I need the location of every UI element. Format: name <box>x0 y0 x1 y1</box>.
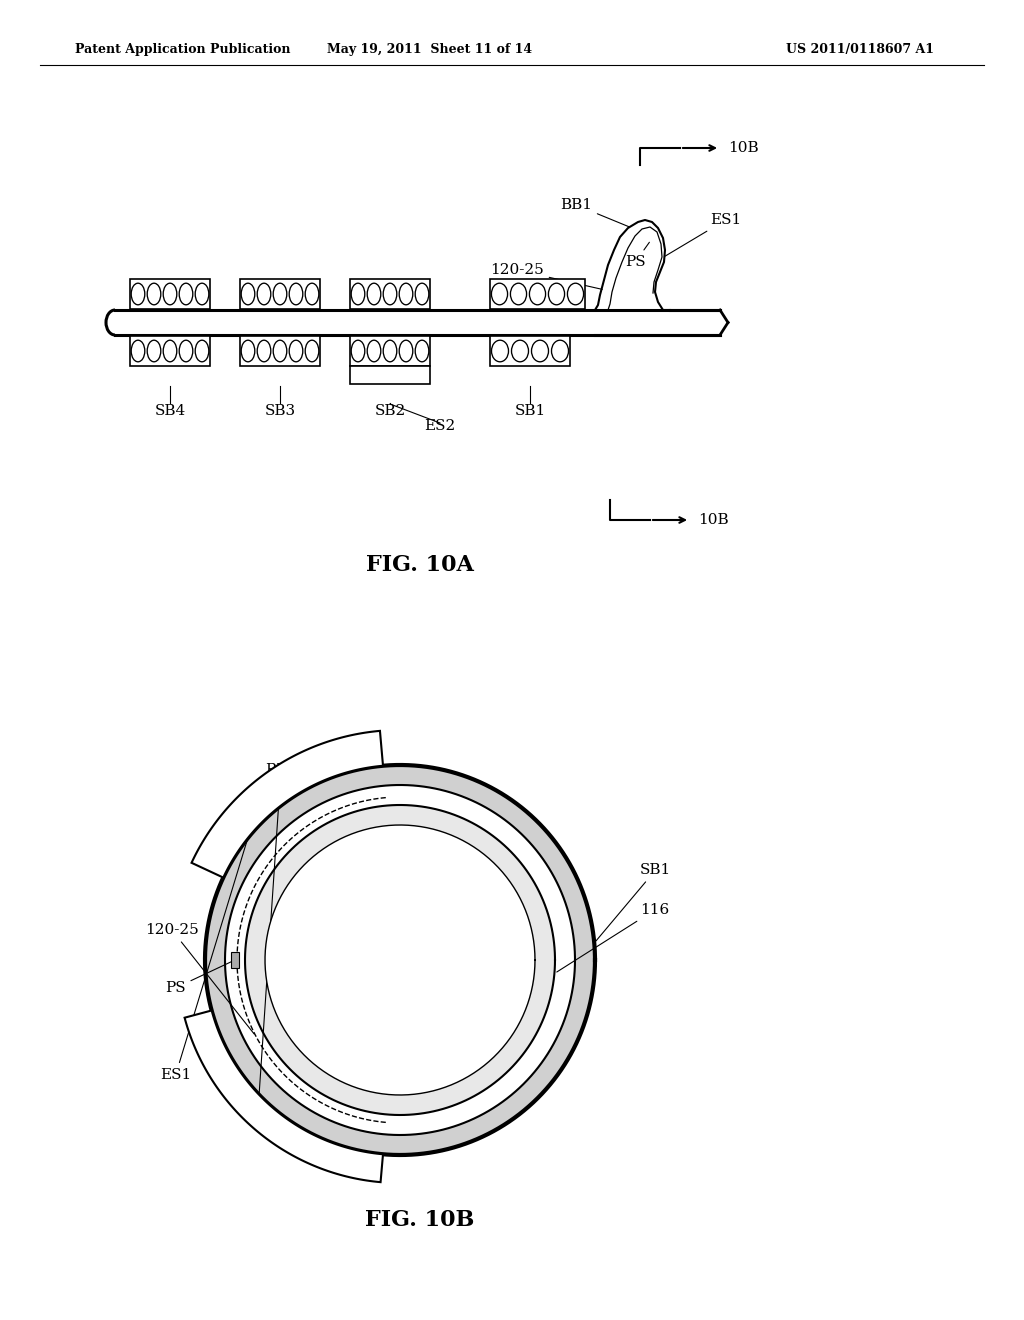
Bar <box>240 337 319 366</box>
Bar <box>130 337 210 366</box>
Text: ES1: ES1 <box>665 213 741 256</box>
Circle shape <box>225 785 575 1135</box>
Text: 116: 116 <box>557 903 670 972</box>
Bar <box>240 279 319 309</box>
Text: 10B: 10B <box>728 141 759 154</box>
Text: SB3: SB3 <box>264 404 296 418</box>
Text: US 2011/0118607 A1: US 2011/0118607 A1 <box>786 44 934 57</box>
Bar <box>115 310 720 335</box>
Text: SB4: SB4 <box>155 404 185 418</box>
Bar <box>490 279 585 309</box>
Text: FIG. 10B: FIG. 10B <box>366 1209 475 1232</box>
Text: SB1: SB1 <box>514 404 546 418</box>
Bar <box>350 337 430 366</box>
Text: FIG. 10A: FIG. 10A <box>366 554 474 576</box>
Polygon shape <box>191 731 383 878</box>
Text: 10B: 10B <box>698 513 729 527</box>
Text: PS: PS <box>625 243 649 269</box>
Text: BB1: BB1 <box>257 763 297 1129</box>
Text: BB1: BB1 <box>560 198 630 227</box>
Bar <box>350 366 430 384</box>
Circle shape <box>245 805 555 1115</box>
Text: Patent Application Publication: Patent Application Publication <box>75 44 291 57</box>
Text: May 19, 2011  Sheet 11 of 14: May 19, 2011 Sheet 11 of 14 <box>328 44 532 57</box>
Bar <box>350 279 430 309</box>
Bar <box>490 337 570 366</box>
Text: ES1: ES1 <box>160 775 267 1082</box>
Bar <box>231 952 239 968</box>
Polygon shape <box>184 1011 383 1183</box>
Text: SB1: SB1 <box>596 863 672 941</box>
Bar <box>130 279 210 309</box>
Text: 120-25: 120-25 <box>145 923 254 1034</box>
Text: PS: PS <box>165 961 232 995</box>
Circle shape <box>265 825 535 1096</box>
Circle shape <box>205 766 595 1155</box>
Text: ES2: ES2 <box>424 418 456 433</box>
Circle shape <box>165 725 635 1195</box>
Text: 120-25: 120-25 <box>490 263 602 289</box>
Text: SB2: SB2 <box>375 404 406 418</box>
